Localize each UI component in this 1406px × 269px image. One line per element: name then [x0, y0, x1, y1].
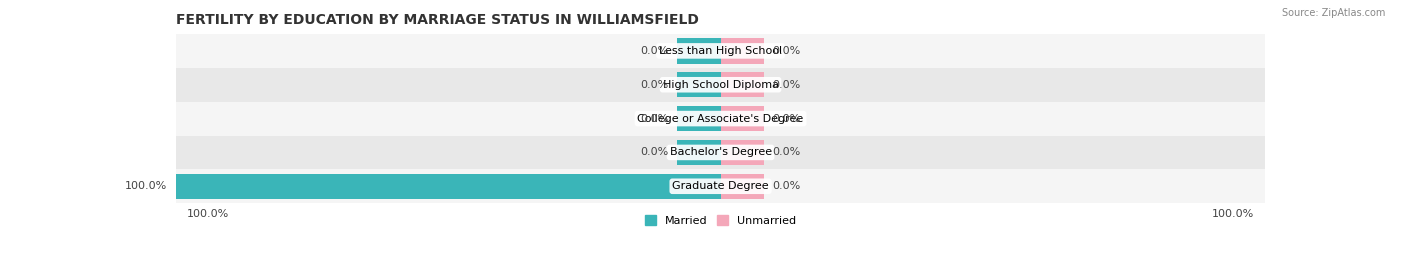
Bar	[176, 169, 1265, 203]
Legend: Married, Unmarried: Married, Unmarried	[641, 210, 800, 230]
Text: 0.0%: 0.0%	[772, 181, 800, 191]
Bar	[678, 140, 721, 165]
Bar	[678, 106, 721, 131]
Text: 100.0%: 100.0%	[1212, 208, 1254, 218]
Bar	[678, 38, 721, 63]
Bar	[176, 174, 721, 199]
Text: 0.0%: 0.0%	[772, 147, 800, 157]
Bar	[721, 106, 765, 131]
Bar	[176, 136, 1265, 169]
Bar	[721, 72, 765, 97]
Bar	[721, 174, 765, 199]
Bar	[176, 34, 1265, 68]
Text: 100.0%: 100.0%	[187, 208, 229, 218]
Bar	[176, 68, 1265, 102]
Bar	[721, 38, 765, 63]
Text: 0.0%: 0.0%	[641, 80, 669, 90]
Bar	[176, 102, 1265, 136]
Text: 100.0%: 100.0%	[125, 181, 167, 191]
Text: 0.0%: 0.0%	[772, 114, 800, 123]
Text: College or Associate's Degree: College or Associate's Degree	[637, 114, 804, 123]
Text: 0.0%: 0.0%	[641, 147, 669, 157]
Text: 0.0%: 0.0%	[641, 46, 669, 56]
Text: 0.0%: 0.0%	[641, 114, 669, 123]
Bar	[678, 174, 721, 199]
Text: Graduate Degree: Graduate Degree	[672, 181, 769, 191]
Text: 0.0%: 0.0%	[772, 46, 800, 56]
Text: High School Diploma: High School Diploma	[662, 80, 779, 90]
Bar	[678, 72, 721, 97]
Text: 0.0%: 0.0%	[772, 80, 800, 90]
Bar	[721, 140, 765, 165]
Text: Source: ZipAtlas.com: Source: ZipAtlas.com	[1281, 8, 1385, 18]
Text: Less than High School: Less than High School	[659, 46, 782, 56]
Text: Bachelor's Degree: Bachelor's Degree	[669, 147, 772, 157]
Text: FERTILITY BY EDUCATION BY MARRIAGE STATUS IN WILLIAMSFIELD: FERTILITY BY EDUCATION BY MARRIAGE STATU…	[176, 13, 699, 27]
